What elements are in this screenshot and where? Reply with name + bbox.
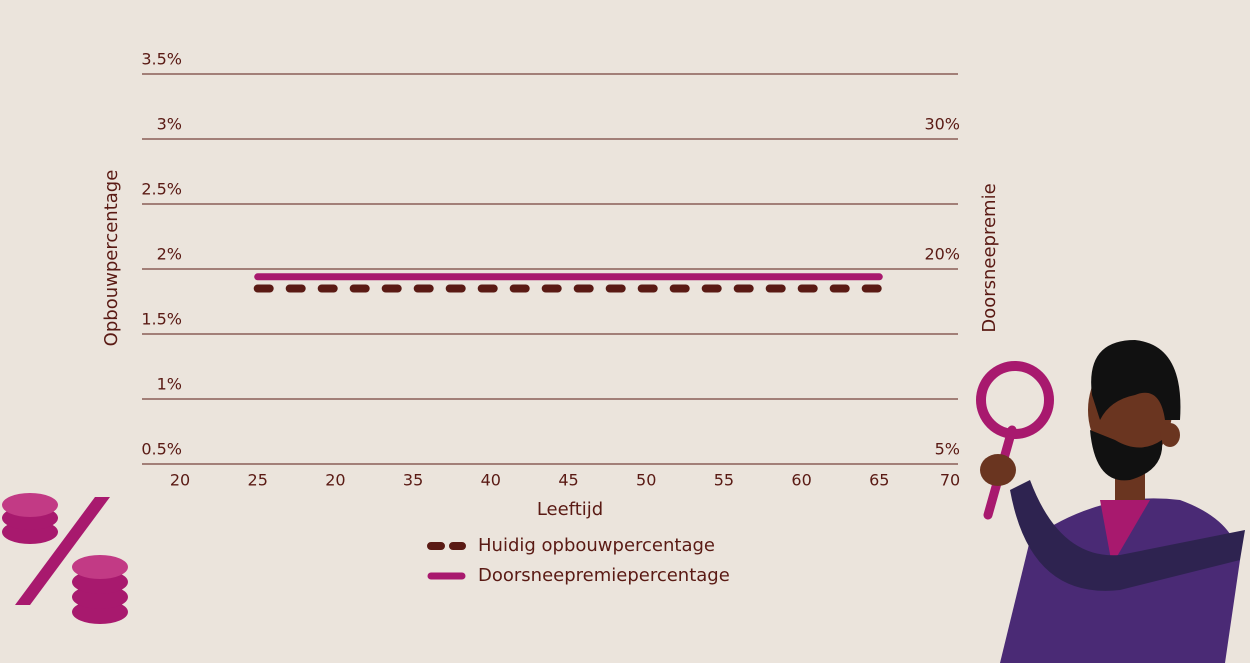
- y-tick-label: 2%: [157, 245, 182, 264]
- x-tick-label: 50: [636, 471, 656, 490]
- y-tick-label: 2.5%: [141, 180, 182, 199]
- y2-axis-label: Doorsneepremie: [979, 183, 1000, 332]
- x-tick-label: 45: [558, 471, 578, 490]
- person-illustration: [976, 340, 1245, 663]
- x-axis-label: Leeftijd: [537, 499, 603, 520]
- y-axis-label: Opbouwpercentage: [101, 170, 122, 347]
- x-tick-label: 35: [403, 471, 423, 490]
- legend-label: Doorsneepremiepercentage: [478, 565, 730, 586]
- coins-illustration: [2, 493, 128, 624]
- y-tick-label: 1.5%: [141, 310, 182, 329]
- x-tick-label: 60: [791, 471, 811, 490]
- x-tick-label: 70: [940, 471, 960, 490]
- x-tick-label: 25: [248, 471, 268, 490]
- y-tick-label: 3.5%: [141, 50, 182, 69]
- y2-tick-label: 5%: [935, 440, 960, 459]
- y-tick-label: 3%: [157, 115, 182, 134]
- x-tick-label: 40: [481, 471, 501, 490]
- y-tick-label: 0.5%: [141, 440, 182, 459]
- y2-tick-label: 30%: [924, 115, 960, 134]
- legend-label: Huidig opbouwpercentage: [478, 535, 715, 556]
- y2-tick-label: 20%: [924, 245, 960, 264]
- x-tick-label: 20: [325, 471, 345, 490]
- x-tick-label: 55: [714, 471, 734, 490]
- x-tick-label: 65: [869, 471, 889, 490]
- x-tick-label: 20: [170, 471, 190, 490]
- y-tick-label: 1%: [157, 375, 182, 394]
